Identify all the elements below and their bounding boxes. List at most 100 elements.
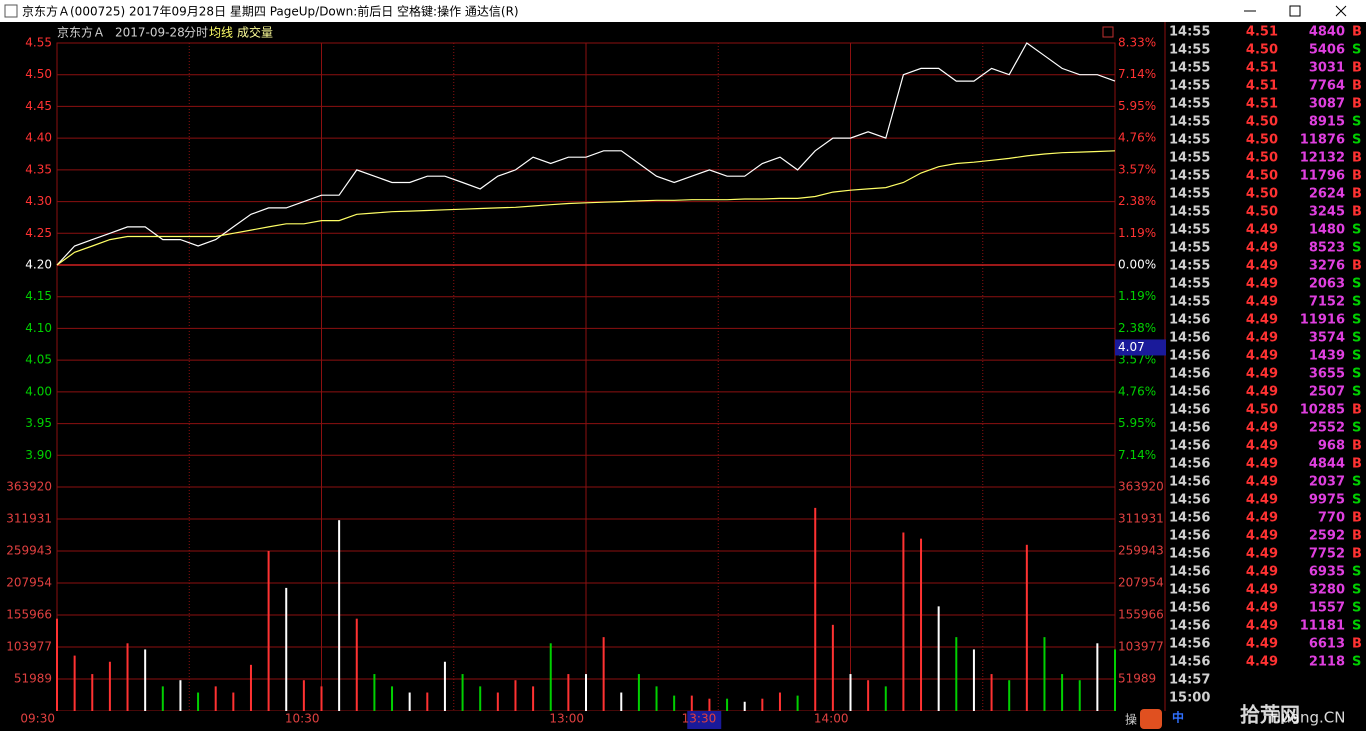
trade-price: 4.49 — [1246, 439, 1278, 454]
volume-bar — [373, 674, 376, 711]
cursor-box — [1115, 339, 1166, 356]
trade-time: 14:56 — [1169, 385, 1210, 400]
trade-time: 14:56 — [1169, 421, 1210, 436]
y-tick-label: 4.15 — [25, 289, 52, 303]
trade-time: 14:55 — [1169, 169, 1210, 184]
trade-price: 4.50 — [1246, 43, 1278, 58]
trade-volume: 11916 — [1300, 313, 1345, 328]
trade-side: B — [1352, 511, 1362, 526]
y2-tick-label: 0.00% — [1118, 258, 1156, 272]
volume-bar — [549, 643, 552, 711]
volume-bar — [426, 692, 429, 711]
trade-time: 15:00 — [1169, 691, 1210, 706]
volume-bar — [708, 698, 711, 711]
trade-side: S — [1352, 421, 1361, 436]
volume-tick-label-right: 363920 — [1118, 480, 1164, 494]
y-tick-label: 4.30 — [25, 194, 52, 208]
trade-volume: 7764 — [1309, 79, 1345, 94]
trade-volume: 12132 — [1300, 151, 1345, 166]
trade-price: 4.51 — [1246, 97, 1278, 112]
trade-side: B — [1352, 637, 1362, 652]
trade-time: 14:56 — [1169, 619, 1210, 634]
trade-side: S — [1352, 475, 1361, 490]
trade-volume: 11181 — [1300, 619, 1345, 634]
trade-price: 4.49 — [1246, 277, 1278, 292]
trade-price: 4.49 — [1246, 529, 1278, 544]
trade-price: 4.51 — [1246, 79, 1278, 94]
x-tick-label: 13:00 — [549, 712, 584, 726]
volume-bar — [1043, 637, 1046, 711]
trade-volume: 9975 — [1309, 493, 1345, 508]
y2-tick-label: 2.38% — [1118, 321, 1156, 335]
trade-time: 14:55 — [1169, 79, 1210, 94]
trade-time: 14:56 — [1169, 637, 1210, 652]
trade-time: 14:56 — [1169, 655, 1210, 670]
trade-side: S — [1352, 115, 1361, 130]
volume-bar — [849, 674, 852, 711]
trade-side: B — [1352, 259, 1362, 274]
y-tick-label: 3.90 — [25, 448, 52, 462]
volume-bar — [637, 674, 640, 711]
trade-side: S — [1352, 583, 1361, 598]
volume-tick-label: 207954 — [6, 576, 52, 590]
volume-tick-label: 259943 — [6, 543, 52, 557]
toggle-icon[interactable] — [1102, 26, 1114, 38]
volume-bar — [179, 680, 182, 711]
trade-time: 14:56 — [1169, 439, 1210, 454]
close-button[interactable] — [1335, 5, 1347, 17]
y2-tick-label: 8.33% — [1118, 36, 1156, 50]
trade-volume: 10285 — [1300, 403, 1345, 418]
bottom-bar — [0, 711, 1366, 731]
trade-time: 14:56 — [1169, 457, 1210, 472]
volume-bar — [496, 692, 499, 711]
y-tick-label: 4.10 — [25, 321, 52, 335]
y2-tick-label: 3.57% — [1118, 162, 1156, 176]
volume-bar — [108, 661, 111, 711]
trade-price: 4.49 — [1246, 223, 1278, 238]
trade-price: 4.49 — [1246, 367, 1278, 382]
trade-volume: 3280 — [1309, 583, 1345, 598]
volume-bar — [761, 698, 764, 711]
window-title: 京东方Ａ(000725) 2017年09月28日 星期四 PageUp/Down… — [22, 4, 519, 19]
trade-price: 4.50 — [1246, 115, 1278, 130]
volume-bar — [902, 532, 905, 711]
trade-price: 4.49 — [1246, 601, 1278, 616]
volume-bar — [1061, 674, 1064, 711]
trade-time: 14:55 — [1169, 223, 1210, 238]
maximize-button[interactable] — [1289, 5, 1301, 17]
trade-price: 4.49 — [1246, 349, 1278, 364]
volume-tick-label-right: 311931 — [1118, 512, 1164, 526]
volume-bar — [197, 692, 200, 711]
y2-tick-label: 5.95% — [1118, 416, 1156, 430]
trade-side: S — [1352, 493, 1361, 508]
volume-bar — [585, 674, 587, 711]
volume-bar — [161, 686, 164, 711]
volume-bar — [567, 674, 570, 711]
trade-volume: 770 — [1318, 511, 1345, 526]
volume-bar — [73, 655, 76, 711]
x-tick-label: 14:00 — [814, 712, 849, 726]
trade-volume: 2552 — [1309, 421, 1345, 436]
trade-volume: 8915 — [1309, 115, 1345, 130]
y2-tick-label: 5.95% — [1118, 99, 1156, 113]
volume-bar — [232, 692, 235, 711]
trade-volume: 6613 — [1309, 637, 1345, 652]
trade-side: B — [1352, 169, 1362, 184]
volume-legend: 成交量 — [237, 25, 273, 40]
trade-side: B — [1352, 457, 1362, 472]
volume-bar — [743, 701, 746, 711]
volume-bar — [690, 695, 693, 711]
volume-bar — [867, 680, 870, 711]
trade-volume: 4840 — [1309, 25, 1345, 40]
watermark: 拾荒网 — [1240, 703, 1300, 727]
x-tick-label: 13:30 — [682, 712, 717, 726]
trade-side: B — [1352, 403, 1362, 418]
trade-volume: 11876 — [1300, 133, 1345, 148]
trade-side: S — [1352, 295, 1361, 310]
trade-price: 4.49 — [1246, 385, 1278, 400]
trade-volume: 7152 — [1309, 295, 1345, 310]
volume-tick-label: 51989 — [14, 671, 52, 685]
volume-bar — [602, 637, 605, 711]
trade-side: B — [1352, 439, 1362, 454]
chart-mode: 分时 — [184, 26, 208, 40]
